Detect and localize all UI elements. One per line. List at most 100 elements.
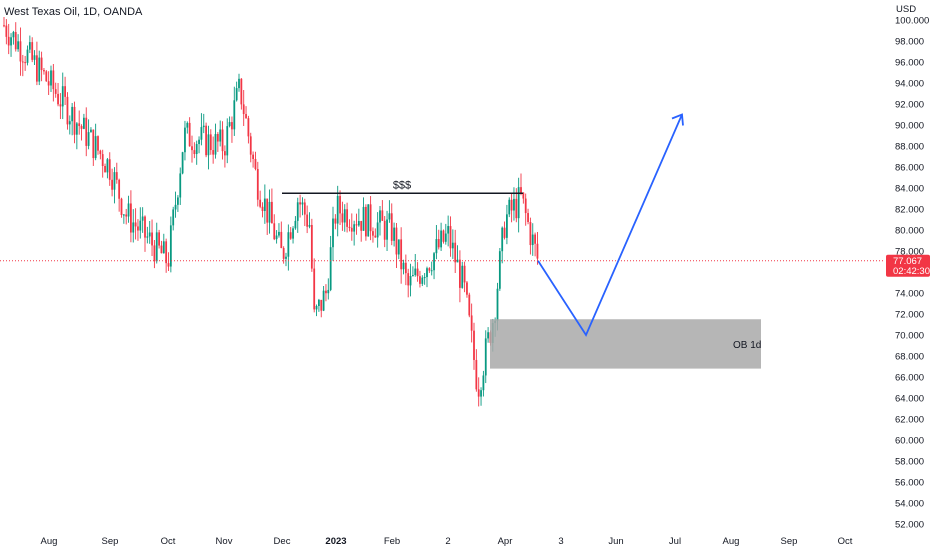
y-tick-label: 84.000	[895, 184, 924, 195]
candle-body	[162, 241, 165, 254]
candle-body	[179, 173, 182, 198]
candle-body	[357, 221, 360, 226]
candle-body	[122, 214, 125, 216]
candle-body	[386, 219, 388, 240]
candle-body	[531, 234, 534, 246]
candle-body	[325, 290, 327, 294]
projection-path[interactable]	[537, 114, 683, 337]
candle-body	[38, 57, 41, 82]
y-tick-label: 66.000	[895, 373, 924, 384]
candle-body	[245, 114, 247, 119]
candle-body	[242, 104, 245, 115]
y-tick-label: 98.000	[895, 37, 924, 48]
candle-body	[404, 262, 407, 274]
candle-body	[428, 268, 431, 271]
bar-countdown: 02:42:30	[893, 266, 930, 277]
candle-body	[68, 121, 71, 125]
candle-body	[268, 201, 271, 223]
candle-body	[527, 213, 529, 222]
candle-body	[334, 218, 337, 224]
candle-body	[108, 159, 111, 180]
candle-body	[412, 275, 414, 277]
candle-body	[249, 136, 252, 155]
candle-body	[94, 136, 97, 159]
y-tick-label: 92.000	[895, 100, 924, 111]
candle-body	[256, 169, 259, 200]
candle-body	[336, 195, 339, 224]
candles-layer	[3, 17, 539, 407]
candle-body	[426, 268, 428, 278]
candle-body	[468, 294, 471, 316]
candle-body	[299, 202, 301, 205]
order-block-zone[interactable]	[490, 319, 761, 369]
candle-body	[477, 389, 480, 397]
candle-body	[327, 289, 330, 294]
candle-body	[130, 203, 132, 233]
candle-body	[463, 265, 466, 283]
candle-body	[240, 78, 243, 105]
candle-body	[459, 259, 461, 288]
candle-body	[294, 220, 297, 229]
x-axis[interactable]: Aug Sep Oct Nov Dec 2023 Feb 2 Apr 3 Jun Jul Aug Sep O…	[41, 536, 853, 547]
candle-body	[315, 306, 318, 310]
candle-body	[416, 268, 419, 277]
candle-body	[177, 197, 179, 205]
x-tick-label: Sep	[781, 536, 798, 547]
candle-body	[144, 216, 146, 238]
candle-body	[496, 288, 499, 321]
y-tick-label: 72.000	[895, 310, 924, 321]
candle-body	[141, 216, 144, 221]
candle-body	[395, 227, 398, 255]
candle-body	[64, 86, 66, 97]
candle-body	[61, 86, 64, 107]
candle-body	[520, 187, 522, 193]
candle-body	[259, 199, 262, 207]
candle-body	[202, 125, 205, 128]
candle-body	[313, 268, 316, 310]
y-tick-label: 96.000	[895, 58, 924, 69]
candle-body	[379, 210, 381, 223]
x-tick-label: 2	[445, 536, 450, 547]
candle-body	[228, 122, 231, 127]
y-tick-label: 58.000	[895, 457, 924, 468]
candle-body	[205, 125, 207, 156]
candle-body	[461, 265, 464, 288]
candle-body	[343, 209, 346, 223]
candle-body	[301, 202, 304, 205]
y-tick-label: 78.000	[895, 247, 924, 258]
candle-body	[372, 231, 374, 236]
candle-body	[195, 144, 198, 155]
candle-body	[456, 259, 459, 263]
x-tick-label: Jul	[669, 536, 681, 547]
last-price-value: 77.067	[893, 256, 922, 267]
candle-body	[137, 226, 139, 231]
candle-body	[280, 231, 283, 249]
candle-body	[127, 203, 130, 217]
candle-body	[153, 245, 156, 262]
last-price-tag-background	[886, 254, 930, 277]
candle-body	[7, 36, 10, 46]
candle-body	[52, 70, 55, 90]
candle-body	[165, 241, 168, 264]
candle-body	[534, 234, 536, 244]
y-axis[interactable]: 100.000 98.000 96.000 94.000 92.000 90.000 88.…	[895, 16, 929, 531]
candle-body	[296, 202, 299, 221]
candle-body	[118, 179, 121, 199]
y-tick-label: 74.000	[895, 289, 924, 300]
candle-body	[139, 220, 142, 231]
candle-body	[480, 390, 482, 397]
chart-title: West Texas Oil, 1D, OANDA	[4, 6, 143, 18]
candle-body	[393, 227, 395, 241]
candle-body	[214, 134, 217, 155]
candle-body	[224, 151, 226, 156]
currency-label: USD	[896, 4, 916, 15]
candle-body	[90, 129, 92, 133]
candle-body	[473, 330, 475, 360]
candle-body	[97, 136, 99, 151]
x-tick-label: Nov	[216, 536, 233, 547]
candle-body	[308, 224, 311, 227]
candle-body	[350, 227, 353, 232]
x-tick-label: Jun	[608, 536, 623, 547]
